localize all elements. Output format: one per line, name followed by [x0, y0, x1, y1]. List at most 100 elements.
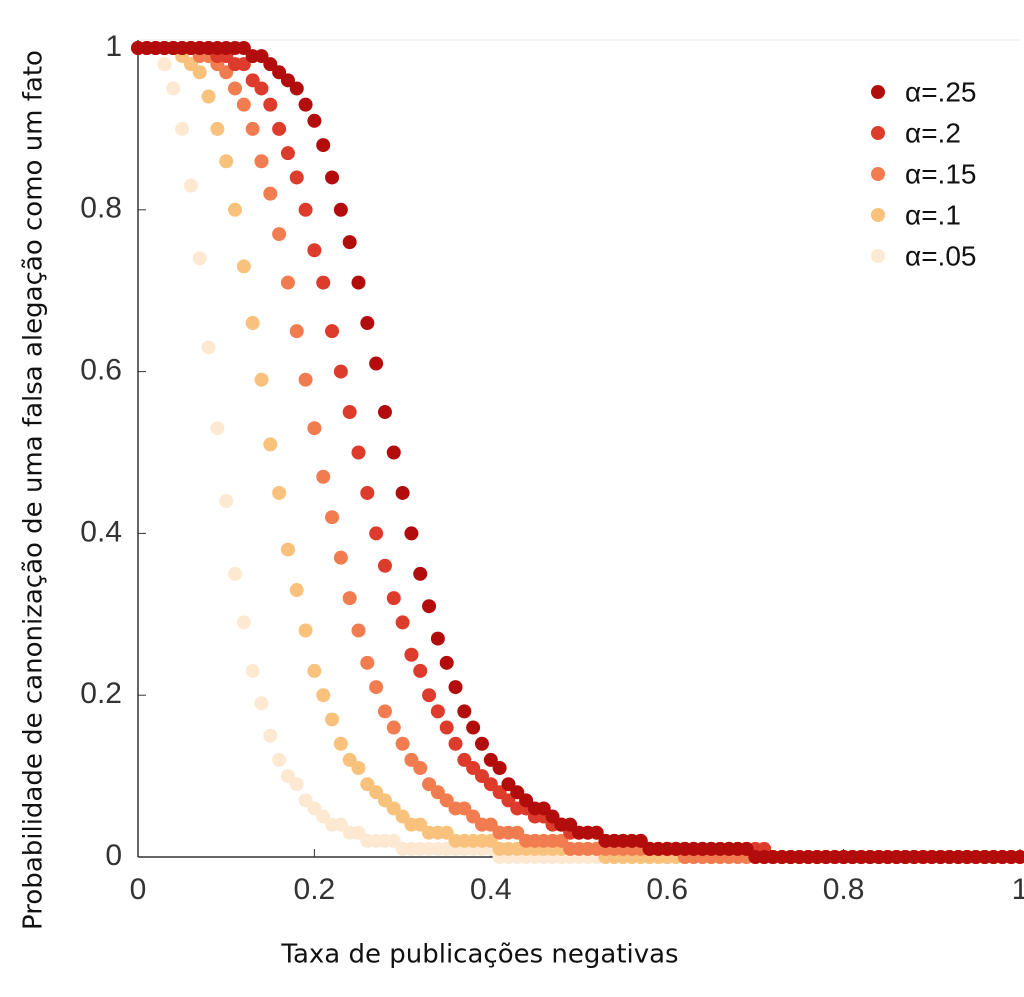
- data-point: [439, 793, 454, 808]
- data-point: [351, 445, 366, 460]
- data-point: [351, 623, 366, 638]
- data-point: [272, 121, 287, 136]
- legend-label: α=.05: [905, 240, 976, 271]
- x-tick-label: 0.2: [294, 873, 336, 906]
- data-point: [474, 769, 489, 784]
- data-point: [413, 817, 428, 832]
- data-point: [316, 469, 331, 484]
- y-tick-label: 0.4: [80, 515, 122, 548]
- data-point: [245, 121, 260, 136]
- data-point: [377, 405, 392, 420]
- data-point: [201, 340, 216, 355]
- data-point: [492, 785, 507, 800]
- data-point: [466, 720, 481, 735]
- data-point: [466, 761, 481, 776]
- data-point: [307, 421, 322, 436]
- data-point: [413, 566, 428, 581]
- data-point: [474, 736, 489, 751]
- data-point: [280, 542, 295, 557]
- data-point: [316, 138, 331, 153]
- data-point: [325, 324, 340, 339]
- data-point: [298, 623, 313, 638]
- data-point: [333, 550, 348, 565]
- x-tick-label: 0.6: [646, 873, 688, 906]
- x-tick-label: 0.4: [470, 873, 512, 906]
- data-point: [342, 752, 357, 767]
- data-point: [386, 445, 401, 460]
- x-tick-label: 0.8: [823, 873, 865, 906]
- data-point: [298, 372, 313, 387]
- data-point: [333, 817, 348, 832]
- data-point: [342, 235, 357, 250]
- data-point: [483, 833, 498, 848]
- data-point: [536, 801, 551, 816]
- data-point: [360, 485, 375, 500]
- y-tick-label: 0.6: [80, 354, 122, 387]
- data-point: [360, 777, 375, 792]
- legend-label: α=.1: [905, 199, 961, 230]
- data-point: [245, 73, 260, 88]
- data-point: [280, 275, 295, 290]
- legend-marker: [871, 85, 885, 99]
- data-point: [325, 170, 340, 185]
- data-point: [263, 728, 278, 743]
- data-point: [483, 777, 498, 792]
- data-point: [325, 510, 340, 525]
- data-point: [342, 405, 357, 420]
- data-point: [386, 833, 401, 848]
- data-point: [263, 186, 278, 201]
- data-point: [501, 793, 516, 808]
- data-point: [201, 89, 216, 104]
- data-point: [236, 615, 251, 630]
- data-point: [228, 566, 243, 581]
- data-point: [483, 817, 498, 832]
- data-point: [483, 752, 498, 767]
- data-point: [360, 655, 375, 670]
- legend-marker: [871, 167, 885, 181]
- data-point: [377, 704, 392, 719]
- data-point: [457, 801, 472, 816]
- data-point: [307, 243, 322, 258]
- legend-marker: [871, 249, 885, 263]
- data-point: [272, 65, 287, 80]
- data-point: [466, 809, 481, 824]
- y-axis-label: Probabilidade de canonização de uma fals…: [19, 50, 49, 930]
- data-point: [1013, 850, 1024, 864]
- y-tick-label: 0: [105, 839, 122, 872]
- data-point: [316, 809, 331, 824]
- data-point: [280, 73, 295, 88]
- data-point: [351, 275, 366, 290]
- legend-marker: [871, 208, 885, 222]
- data-point: [404, 526, 419, 541]
- data-point: [307, 113, 322, 128]
- data-point: [422, 599, 437, 614]
- data-point: [298, 202, 313, 217]
- data-point: [386, 591, 401, 606]
- data-point: [739, 841, 754, 856]
- data-point: [351, 761, 366, 776]
- data-point: [236, 57, 251, 72]
- data-point: [280, 146, 295, 161]
- data-point: [404, 752, 419, 767]
- data-point: [430, 631, 445, 646]
- data-point: [439, 825, 454, 840]
- data-point: [219, 154, 234, 169]
- data-point: [289, 777, 304, 792]
- data-point: [298, 793, 313, 808]
- data-point: [333, 736, 348, 751]
- data-point: [369, 526, 384, 541]
- data-point: [386, 801, 401, 816]
- data-point: [263, 57, 278, 72]
- y-tick-label: 0.8: [80, 192, 122, 225]
- data-point: [236, 259, 251, 274]
- data-point: [219, 65, 234, 80]
- data-point: [219, 494, 234, 509]
- data-point: [307, 663, 322, 678]
- data-point: [422, 688, 437, 703]
- data-point: [289, 583, 304, 598]
- data-point: [289, 81, 304, 96]
- data-point: [589, 825, 604, 840]
- data-point: [430, 704, 445, 719]
- data-point: [192, 251, 207, 266]
